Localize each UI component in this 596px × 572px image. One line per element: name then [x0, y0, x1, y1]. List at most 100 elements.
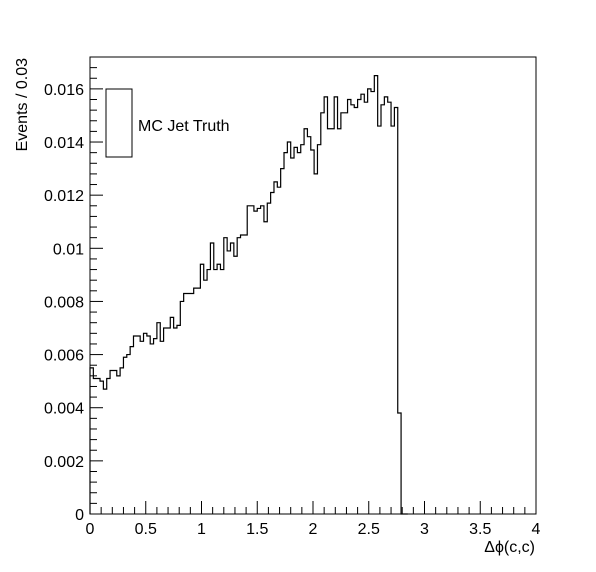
y-tick-label: 0.016	[44, 82, 84, 99]
histogram-bin	[224, 238, 227, 514]
histogram-bin	[100, 381, 103, 514]
histogram-bin	[230, 243, 233, 514]
legend-label: MC Jet Truth	[138, 118, 230, 135]
histogram-bin	[247, 206, 250, 514]
histogram-bin	[257, 208, 260, 514]
histogram-bin	[314, 174, 317, 514]
histogram-bin	[107, 378, 110, 514]
histogram-bin	[177, 325, 180, 514]
x-axis-title: Δϕ(c,c)	[484, 539, 535, 556]
histogram-bin	[398, 413, 401, 514]
histogram-bin	[241, 235, 244, 514]
histogram-bin	[133, 336, 136, 514]
histogram-bin	[123, 357, 126, 514]
histogram-bin	[378, 126, 381, 514]
y-tick-label: 0.01	[53, 241, 84, 258]
histogram-bin	[368, 89, 371, 514]
histogram-bin	[321, 113, 324, 514]
histogram-bin	[358, 100, 361, 514]
x-tick-label: 1	[197, 521, 206, 538]
histogram-bin	[97, 378, 100, 514]
histogram-bin	[174, 328, 177, 514]
histogram-bin	[117, 376, 120, 514]
histogram-bin	[120, 368, 123, 514]
y-tick-label: 0.004	[44, 401, 84, 418]
histogram-bin	[113, 371, 116, 514]
histogram-bin	[341, 113, 344, 514]
x-tick-label: 0.5	[135, 521, 157, 538]
histogram-bin	[180, 301, 183, 514]
histogram-bin	[204, 280, 207, 514]
y-tick-label: 0.012	[44, 188, 84, 205]
histogram-bin	[304, 129, 307, 514]
histogram-bin	[200, 264, 203, 514]
y-tick-label: 0.008	[44, 294, 84, 311]
histogram-bin	[90, 368, 93, 514]
histogram-bin	[140, 341, 143, 514]
histogram-bin	[267, 203, 270, 514]
histogram-bin	[127, 355, 130, 514]
histogram-bin	[130, 347, 133, 514]
histogram-bin	[264, 222, 267, 514]
histogram-bin	[220, 270, 223, 514]
histogram-bin	[154, 339, 157, 514]
histogram-bin	[301, 145, 304, 514]
histogram-bin	[317, 145, 320, 514]
histogram-bin	[348, 100, 351, 514]
histogram-bin	[251, 206, 254, 514]
histogram-bin	[354, 107, 357, 514]
x-tick-label: 2	[309, 521, 318, 538]
histogram-bin	[147, 336, 150, 514]
histogram-bin	[344, 113, 347, 514]
histogram-bin	[227, 251, 230, 514]
y-tick-label: 0.006	[44, 348, 84, 365]
y-axis-title: Events / 0.03	[14, 58, 31, 151]
histogram-bin	[110, 371, 113, 514]
histogram-bin	[394, 107, 397, 514]
histogram-bin	[384, 97, 387, 514]
histogram-bin	[371, 92, 374, 514]
histogram-bin	[144, 333, 147, 514]
histogram-bin	[103, 389, 106, 514]
histogram-bin	[170, 317, 173, 514]
histogram-bin	[297, 153, 300, 514]
histogram-bin	[381, 105, 384, 514]
histogram-bin	[194, 288, 197, 514]
x-tick-label: 1.5	[246, 521, 268, 538]
histogram-bin	[197, 288, 200, 514]
x-tick-label: 4	[532, 521, 541, 538]
histogram-bin	[287, 142, 290, 514]
histogram-bin	[391, 126, 394, 514]
histogram-bin	[210, 243, 213, 514]
histogram-bin	[311, 150, 314, 514]
histogram-bin	[294, 147, 297, 514]
histogram-bin	[364, 102, 367, 514]
histogram-bin	[324, 97, 327, 514]
histogram-bin	[281, 169, 284, 514]
histogram-bin	[184, 293, 187, 514]
histogram-bin	[93, 378, 96, 514]
x-tick-label: 3	[420, 521, 429, 538]
histogram-bin	[160, 341, 163, 514]
histogram-bin	[374, 76, 377, 514]
histogram-bin	[187, 293, 190, 514]
x-tick-label: 2.5	[358, 521, 380, 538]
histogram-bin	[261, 206, 264, 514]
histogram-bin	[327, 129, 330, 514]
histogram-bin	[284, 153, 287, 514]
x-tick-label: 0	[86, 521, 95, 538]
histogram-bin	[254, 211, 257, 514]
histogram-bin	[157, 323, 160, 514]
legend-swatch	[106, 89, 132, 157]
y-tick-label: 0.014	[44, 135, 84, 152]
histogram-bin	[307, 137, 310, 514]
histogram-bin	[234, 256, 237, 514]
histogram-bin	[338, 129, 341, 514]
histogram-bin	[361, 94, 364, 514]
x-tick-label: 3.5	[469, 521, 491, 538]
histogram-bin	[331, 129, 334, 514]
histogram-bin	[244, 235, 247, 514]
histogram-bin	[167, 328, 170, 514]
